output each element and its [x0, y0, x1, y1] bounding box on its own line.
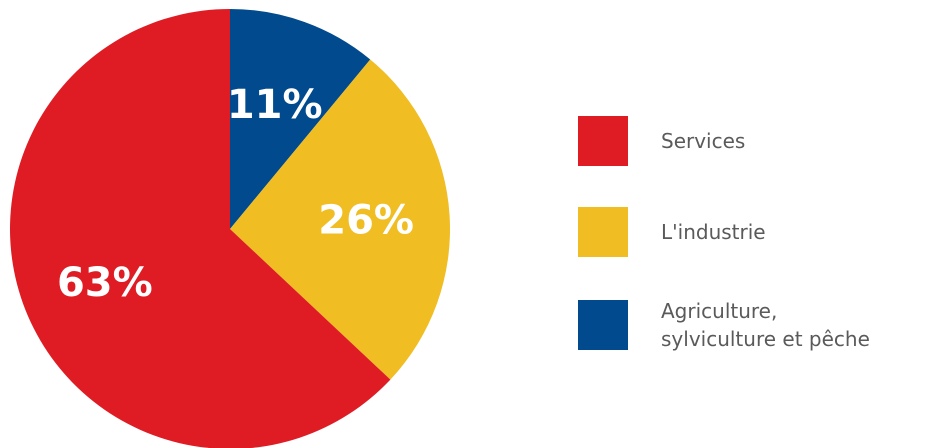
legend-item-industrie: L'industrie — [578, 207, 766, 257]
legend-swatch-agriculture — [578, 300, 628, 350]
legend-swatch-services — [578, 116, 628, 166]
legend-label-agriculture: Agriculture, sylviculture et pêche — [661, 299, 870, 351]
slice-label-services: 63% — [57, 260, 153, 306]
pie-slice-services — [10, 9, 391, 448]
legend: Services L'industrie Agriculture, sylvic… — [578, 0, 927, 448]
pie-slice-agriculture — [230, 9, 371, 229]
legend-label-industrie: L'industrie — [661, 220, 766, 244]
pie-chart: 11% 26% 63% — [10, 9, 450, 448]
legend-item-services: Services — [578, 116, 745, 166]
pie-slice-industrie — [230, 59, 450, 380]
legend-item-agriculture: Agriculture, sylviculture et pêche — [578, 297, 870, 353]
slice-label-industrie: 26% — [318, 197, 414, 243]
legend-label-services: Services — [661, 129, 746, 153]
slice-label-agriculture: 11% — [227, 82, 323, 128]
legend-swatch-industrie — [578, 207, 628, 257]
